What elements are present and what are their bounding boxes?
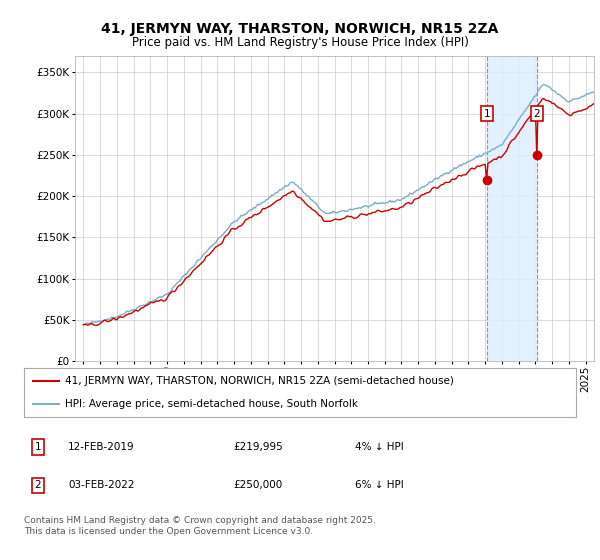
Text: 12-FEB-2019: 12-FEB-2019 [68, 442, 135, 452]
Text: 41, JERMYN WAY, THARSTON, NORWICH, NR15 2ZA (semi-detached house): 41, JERMYN WAY, THARSTON, NORWICH, NR15 … [65, 376, 454, 386]
Text: HPI: Average price, semi-detached house, South Norfolk: HPI: Average price, semi-detached house,… [65, 399, 358, 409]
Text: 4% ↓ HPI: 4% ↓ HPI [355, 442, 404, 452]
Bar [487, 56, 537, 361]
Text: 2: 2 [533, 109, 540, 119]
Text: 1: 1 [34, 442, 41, 452]
Text: £219,995: £219,995 [234, 442, 284, 452]
Text: £250,000: £250,000 [234, 480, 283, 491]
Text: 1: 1 [484, 109, 490, 119]
Text: Price paid vs. HM Land Registry's House Price Index (HPI): Price paid vs. HM Land Registry's House … [131, 36, 469, 49]
Text: 6% ↓ HPI: 6% ↓ HPI [355, 480, 404, 491]
Text: 03-FEB-2022: 03-FEB-2022 [68, 480, 134, 491]
Text: Contains HM Land Registry data © Crown copyright and database right 2025.
This d: Contains HM Land Registry data © Crown c… [24, 516, 376, 536]
Text: 2: 2 [34, 480, 41, 491]
Text: 41, JERMYN WAY, THARSTON, NORWICH, NR15 2ZA: 41, JERMYN WAY, THARSTON, NORWICH, NR15 … [101, 22, 499, 36]
